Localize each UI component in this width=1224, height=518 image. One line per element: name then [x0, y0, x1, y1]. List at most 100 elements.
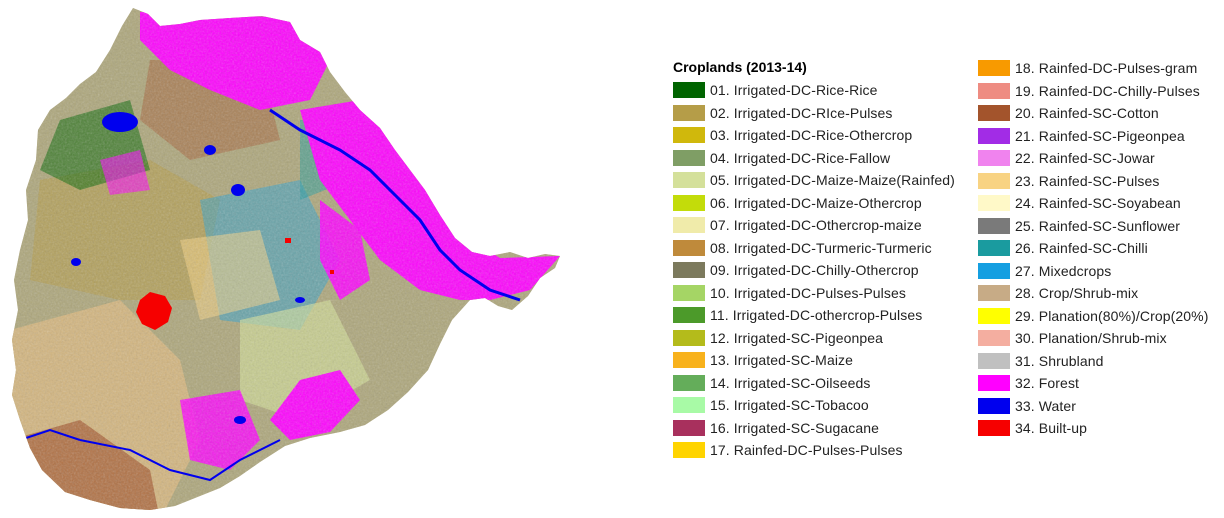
- legend-item: 19. Rainfed-DC-Chilly-Pulses: [978, 80, 1200, 102]
- legend-swatch: [673, 374, 705, 391]
- legend-item: 22. Rainfed-SC-Jowar: [978, 147, 1155, 169]
- legend-swatch: [978, 262, 1010, 279]
- legend-item: 14. Irrigated-SC-Oilseeds: [673, 372, 870, 394]
- legend-swatch: [673, 239, 705, 256]
- legend-label: 02. Irrigated-DC-RIce-Pulses: [710, 104, 893, 121]
- legend-label: 13. Irrigated-SC-Maize: [710, 352, 854, 368]
- legend-swatch: [978, 127, 1010, 144]
- legend-swatch: [978, 195, 1010, 211]
- legend-item: 34. Built-up: [978, 417, 1087, 439]
- legend-item: 07. Irrigated-DC-Othercrop-maize: [673, 214, 922, 236]
- legend-item: 01. Irrigated-DC-Rice-Rice: [673, 79, 878, 101]
- legend-label: 26. Rainfed-SC-Chilli: [1015, 240, 1148, 256]
- legend-swatch: [673, 262, 705, 278]
- legend-item: 30. Planation/Shrub-mix: [978, 327, 1167, 349]
- legend-label: 19. Rainfed-DC-Chilly-Pulses: [1015, 82, 1200, 99]
- legend-swatch: [978, 397, 1010, 414]
- legend-item: 28. Crop/Shrub-mix: [978, 282, 1138, 304]
- legend-swatch: [978, 60, 1010, 76]
- legend-label: 24. Rainfed-SC-Soyabean: [1015, 195, 1181, 211]
- legend-swatch: [978, 105, 1010, 121]
- legend-item: 09. Irrigated-DC-Chilly-Othercrop: [673, 259, 919, 281]
- legend-swatch: [978, 82, 1010, 99]
- legend-item: 06. Irrigated-DC-Maize-Othercrop: [673, 192, 922, 214]
- legend-item: 05. Irrigated-DC-Maize-Maize(Rainfed): [673, 169, 955, 191]
- legend-item: 32. Forest: [978, 372, 1079, 394]
- legend-label: 30. Planation/Shrub-mix: [1015, 330, 1167, 346]
- legend-label: 34. Built-up: [1015, 420, 1088, 436]
- telangana-map-image: [12, 8, 560, 510]
- legend-item: 12. Irrigated-SC-Pigeonpea: [673, 327, 883, 349]
- legend-swatch: [978, 285, 1010, 301]
- legend-item: 17. Rainfed-DC-Pulses-Pulses: [673, 439, 903, 461]
- legend-swatch: [673, 104, 705, 121]
- legend-label: 01. Irrigated-DC-Rice-Rice: [710, 82, 878, 98]
- legend-item: 25. Rainfed-SC-Sunflower: [978, 215, 1180, 237]
- legend-label: 09. Irrigated-DC-Chilly-Othercrop: [710, 262, 919, 278]
- legend-swatch: [673, 307, 705, 323]
- legend-item: 31. Shrubland: [978, 350, 1103, 372]
- legend-label: 17. Rainfed-DC-Pulses-Pulses: [710, 442, 903, 458]
- map-land-cover: [12, 8, 560, 510]
- legend-swatch: [673, 329, 705, 346]
- legend-label: 08. Irrigated-DC-Turmeric-Turmeric: [710, 239, 932, 256]
- legend-swatch: [978, 172, 1010, 189]
- legend-label: 32. Forest: [1015, 375, 1080, 391]
- legend-label: 29. Planation(80%)/Crop(20%): [1015, 307, 1209, 324]
- legend-label: 21. Rainfed-SC-Pigeonpea: [1015, 127, 1185, 144]
- legend-swatch: [673, 172, 705, 188]
- legend-label: 20. Rainfed-SC-Cotton: [1015, 105, 1159, 121]
- legend-item: 08. Irrigated-DC-Turmeric-Turmeric: [673, 237, 932, 259]
- legend-label: 12. Irrigated-SC-Pigeonpea: [710, 329, 884, 346]
- legend-item: 24. Rainfed-SC-Soyabean: [978, 192, 1181, 214]
- legend-label: 23. Rainfed-SC-Pulses: [1015, 172, 1160, 189]
- legend-swatch: [673, 127, 705, 143]
- legend-item: 04. Irrigated-DC-Rice-Fallow: [673, 147, 890, 169]
- legend-swatch: [673, 284, 705, 301]
- legend-label: 28. Crop/Shrub-mix: [1015, 285, 1139, 301]
- legend-swatch: [673, 397, 705, 413]
- legend-item: 26. Rainfed-SC-Chilli: [978, 237, 1148, 259]
- legend-item: 20. Rainfed-SC-Cotton: [978, 102, 1159, 124]
- legend-title: Croplands (2013-14): [673, 59, 807, 75]
- legend-label: 14. Irrigated-SC-Oilseeds: [710, 374, 871, 391]
- legend: Croplands (2013-14) 01. Irrigated-DC-Ric…: [673, 59, 1224, 459]
- legend-item: 15. Irrigated-SC-Tobacoo: [673, 394, 869, 416]
- legend-item: 02. Irrigated-DC-RIce-Pulses: [673, 102, 893, 124]
- legend-label: 22. Rainfed-SC-Jowar: [1015, 150, 1155, 166]
- legend-label: 11. Irrigated-DC-othercrop-Pulses: [710, 307, 923, 323]
- legend-swatch: [978, 217, 1010, 234]
- legend-label: 10. Irrigated-DC-Pulses-Pulses: [710, 284, 906, 301]
- legend-item: 33. Water: [978, 395, 1076, 417]
- legend-label: 31. Shrubland: [1015, 352, 1104, 369]
- legend-label: 18. Rainfed-DC-Pulses-gram: [1015, 60, 1198, 76]
- legend-swatch: [978, 307, 1010, 324]
- legend-label: 07. Irrigated-DC-Othercrop-maize: [710, 217, 922, 233]
- legend-label: 06. Irrigated-DC-Maize-Othercrop: [710, 194, 922, 211]
- legend-swatch: [673, 217, 705, 233]
- legend-label: 05. Irrigated-DC-Maize-Maize(Rainfed): [710, 172, 955, 188]
- legend-item: 21. Rainfed-SC-Pigeonpea: [978, 125, 1185, 147]
- cropland-map: [12, 8, 560, 510]
- legend-swatch: [673, 82, 705, 98]
- legend-item: 10. Irrigated-DC-Pulses-Pulses: [673, 282, 906, 304]
- legend-item: 11. Irrigated-DC-othercrop-Pulses: [673, 304, 922, 326]
- legend-item: 03. Irrigated-DC-Rice-Othercrop: [673, 124, 912, 146]
- legend-label: 03. Irrigated-DC-Rice-Othercrop: [710, 127, 913, 143]
- legend-item: 13. Irrigated-SC-Maize: [673, 349, 853, 371]
- legend-label: 27. Mixedcrops: [1015, 262, 1112, 279]
- legend-item: 27. Mixedcrops: [978, 260, 1111, 282]
- legend-swatch: [978, 150, 1010, 166]
- legend-item: 23. Rainfed-SC-Pulses: [978, 170, 1160, 192]
- legend-swatch: [673, 419, 705, 436]
- legend-item: 18. Rainfed-DC-Pulses-gram: [978, 57, 1197, 79]
- legend-swatch: [978, 330, 1010, 346]
- legend-swatch: [978, 240, 1010, 256]
- legend-swatch: [673, 194, 705, 211]
- legend-swatch: [978, 375, 1010, 391]
- legend-item: 29. Planation(80%)/Crop(20%): [978, 305, 1208, 327]
- legend-swatch: [978, 352, 1010, 369]
- legend-label: 15. Irrigated-SC-Tobacoo: [710, 397, 869, 413]
- legend-swatch: [673, 149, 705, 166]
- legend-swatch: [673, 442, 705, 458]
